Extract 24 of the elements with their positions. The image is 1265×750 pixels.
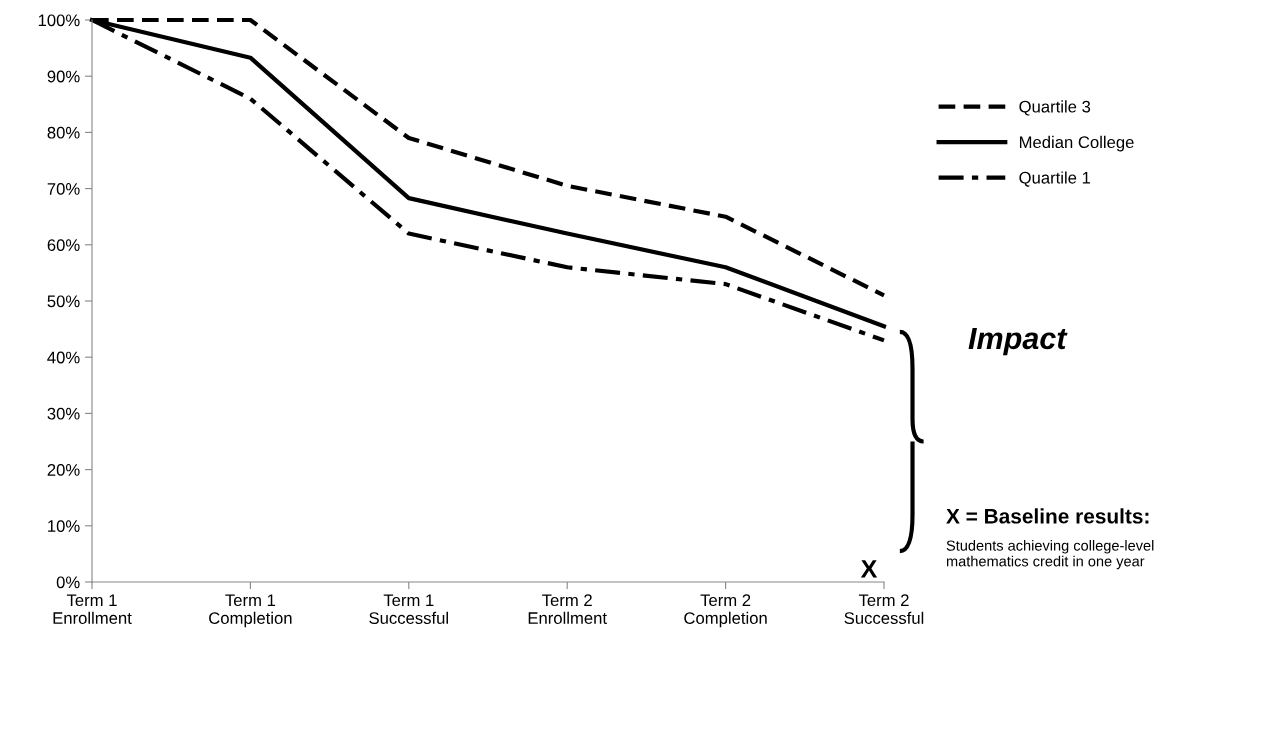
x-tick-label: Term 1 Completion [209,594,292,628]
y-tick-label: 10% [48,520,80,532]
y-tick-label: 30% [47,407,80,420]
x-tick-label: Term 1 Enrollment [53,594,132,624]
text: X = Baseline results: [946,508,1149,524]
y-tick-label: 90% [47,70,80,83]
y-tick-label: 60% [47,239,80,251]
y-tick-label: 70% [47,183,80,195]
legend-label: Quartile 1 [1019,171,1091,187]
x-tick-label: Term 2 Completion [684,594,767,628]
y-tick-label: 100% [38,14,80,27]
y-tick-label: 50% [47,295,80,308]
legend-label: Quartile 3 [1019,100,1091,116]
x-tick-label: Term 2 Successful [844,594,924,624]
y-tick-label: 40% [47,351,80,364]
legend-label: Median College [1019,135,1134,152]
y-tick-label: 20% [47,464,80,476]
annotation: X [860,560,878,578]
x-tick-label: Term 1 Successful [369,594,448,624]
x-tick-label: Term 2 Enrollment [528,594,607,624]
y-tick-label: 0% [56,576,80,589]
text: Students achieving college-level mathematics credit in one year [946,540,1154,570]
y-tick-label: 80% [47,126,80,139]
text: Impact [968,327,1068,356]
